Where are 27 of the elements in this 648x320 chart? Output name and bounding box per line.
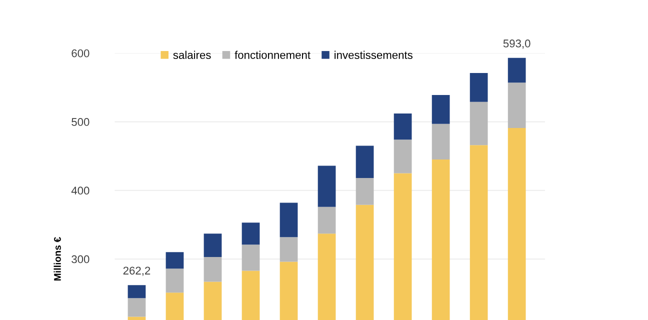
legend-label: fonctionnement <box>234 50 310 59</box>
total-label: 593,0 <box>503 40 530 49</box>
bar <box>356 178 374 205</box>
bar <box>394 140 412 174</box>
y-tick-label: 300 <box>72 255 90 264</box>
bar <box>470 73 488 102</box>
bar <box>432 94 450 124</box>
bar <box>508 58 526 83</box>
bar <box>394 114 412 140</box>
bar <box>242 222 260 245</box>
bar <box>356 146 374 178</box>
legend-label: investissements <box>334 50 412 59</box>
y-tick-label: 600 <box>72 49 90 58</box>
y-tick-label: 500 <box>72 118 90 126</box>
bar <box>280 202 298 238</box>
bar <box>204 234 222 257</box>
bar <box>318 206 336 234</box>
total-label: 262,2 <box>123 266 150 276</box>
y-axis-title: Millions € <box>54 237 61 281</box>
bar <box>508 82 526 128</box>
bar <box>128 285 146 298</box>
legend-label: salaires <box>173 50 211 59</box>
bar <box>432 124 450 160</box>
bar <box>318 166 336 207</box>
bar <box>166 252 184 269</box>
y-tick-label: 400 <box>71 186 90 195</box>
bar <box>470 102 488 146</box>
